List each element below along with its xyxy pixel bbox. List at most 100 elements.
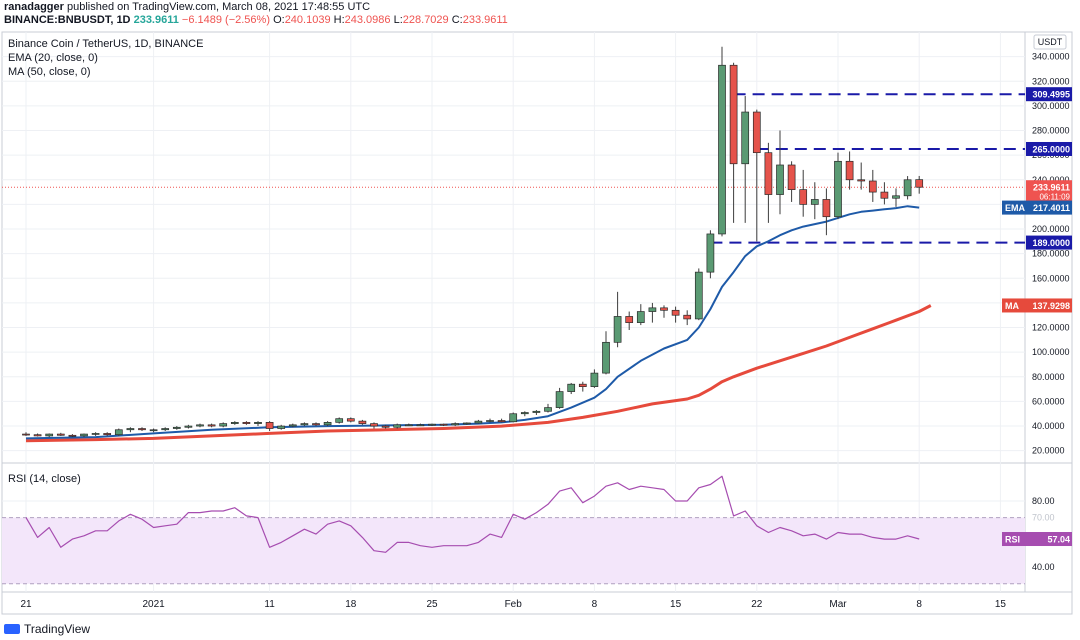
- candle-body: [590, 372, 599, 388]
- candle: [486, 418, 494, 423]
- candle-body: [265, 422, 274, 429]
- price-tick-label: 160.0000: [1032, 273, 1070, 283]
- candle-body: [404, 424, 413, 427]
- currency-badge[interactable]: USDT: [1033, 34, 1067, 50]
- time-tick-label: Mar: [829, 599, 847, 610]
- candle-body: [22, 433, 30, 436]
- tradingview-logo-icon: [4, 624, 20, 634]
- symbol-label: BINANCE:BNBUSDT, 1D: [4, 14, 131, 26]
- candle-body: [462, 422, 471, 425]
- candle-body: [393, 424, 402, 428]
- chart-title: Binance Coin / TetherUS, 1D, BINANCE: [8, 38, 204, 50]
- candle: [393, 423, 402, 429]
- candle: [648, 302, 657, 323]
- candle: [567, 382, 576, 395]
- candle: [520, 411, 529, 417]
- candle-body: [578, 383, 587, 388]
- time-tick-label: 25: [426, 599, 438, 610]
- level-tag-bg: [1026, 141, 1072, 156]
- candle-body: [103, 433, 112, 436]
- candle-body: [288, 424, 297, 427]
- candle-body: [68, 434, 77, 437]
- price-tick-label: 40.0000: [1032, 421, 1065, 431]
- candle-body: [729, 64, 738, 165]
- price-tick-label: 320.0000: [1032, 76, 1070, 86]
- ema-path: [25, 205, 920, 440]
- rsi-tick-label: 80.00: [1032, 496, 1055, 506]
- horizontal-levels: [2, 93, 1025, 244]
- candle-body: [184, 425, 193, 428]
- candle-body: [335, 418, 344, 423]
- time-tick-label: 15: [995, 599, 1007, 610]
- candle: [810, 182, 819, 220]
- candle: [799, 169, 808, 217]
- candle: [694, 268, 703, 321]
- candle-body: [636, 311, 645, 323]
- rsi-band-fill: [2, 517, 1025, 584]
- candle: [207, 423, 216, 428]
- candle: [196, 423, 204, 428]
- candle-body: [230, 422, 239, 424]
- candle: [103, 432, 112, 436]
- candle-body: [706, 233, 715, 273]
- candle-body: [880, 191, 889, 199]
- price-tick-label: 100.0000: [1032, 347, 1070, 357]
- candle-body: [845, 160, 854, 181]
- candle: [358, 419, 367, 425]
- price-tick-label: 80.0000: [1032, 372, 1065, 382]
- price-tick-label: 20.0000: [1032, 446, 1065, 456]
- time-tick-label: 8: [592, 599, 598, 610]
- ma-tag: MA 137.9298: [1002, 298, 1072, 313]
- candle: [33, 433, 42, 437]
- publisher-name[interactable]: ranadagger: [4, 1, 64, 13]
- candle: [80, 433, 88, 438]
- candle: [254, 421, 262, 427]
- low-label: L:: [393, 14, 403, 26]
- last-price-tag-countdown: 06:11:09: [1039, 193, 1070, 202]
- candle-body: [613, 316, 622, 343]
- candle-body: [718, 64, 726, 235]
- ema-tag-name: EMA: [1005, 203, 1026, 213]
- candle-body: [810, 199, 819, 205]
- price-chart[interactable]: 70.00 20.0000 40.0000 60.0000 80.0000 100.00…: [0, 0, 1080, 620]
- level-tag-label: 189.0000: [1032, 238, 1070, 248]
- low-value: 228.7029: [402, 14, 449, 26]
- last-price-tag-bg: [1026, 180, 1072, 203]
- candle: [776, 130, 784, 215]
- candle-body: [138, 428, 146, 431]
- candle-body: [428, 423, 436, 426]
- candles: [22, 46, 924, 438]
- ma-tag-value: 137.9298: [1032, 301, 1070, 311]
- candle: [544, 403, 552, 413]
- candle: [497, 418, 506, 423]
- candle-body: [416, 424, 425, 427]
- candle-body: [544, 407, 552, 412]
- grid-lines: [2, 32, 1025, 592]
- candle: [636, 304, 645, 326]
- candle-body: [45, 433, 54, 437]
- ema-line: [25, 205, 920, 440]
- time-tick-label: 8: [916, 599, 922, 610]
- candle: [555, 387, 564, 409]
- candle-body: [323, 422, 332, 426]
- candle: [312, 422, 320, 427]
- candle-body: [509, 413, 518, 423]
- chart-frame: [1, 31, 1073, 615]
- candle-body: [56, 433, 65, 436]
- candle-body: [671, 309, 680, 316]
- candle-body: [91, 433, 100, 435]
- candle: [845, 151, 854, 190]
- candle: [741, 96, 750, 223]
- time-axis[interactable]: 21 2021 11 18 25 Feb 8 15 22 Mar 8 15: [20, 599, 1006, 610]
- candle-body: [358, 420, 367, 424]
- candle-body: [277, 425, 286, 429]
- candle-body: [776, 164, 784, 195]
- candle: [613, 291, 622, 348]
- rsi-band-upper-label: 70.00: [1032, 513, 1055, 523]
- rsi-tag: RSI 57.04: [1002, 532, 1072, 547]
- publish-info: published on TradingView.com, March 08, …: [66, 1, 371, 13]
- time-tick-label: Feb: [505, 599, 523, 610]
- candle-body: [219, 423, 228, 427]
- candle: [625, 311, 634, 331]
- brand-label[interactable]: TradingView: [24, 622, 91, 636]
